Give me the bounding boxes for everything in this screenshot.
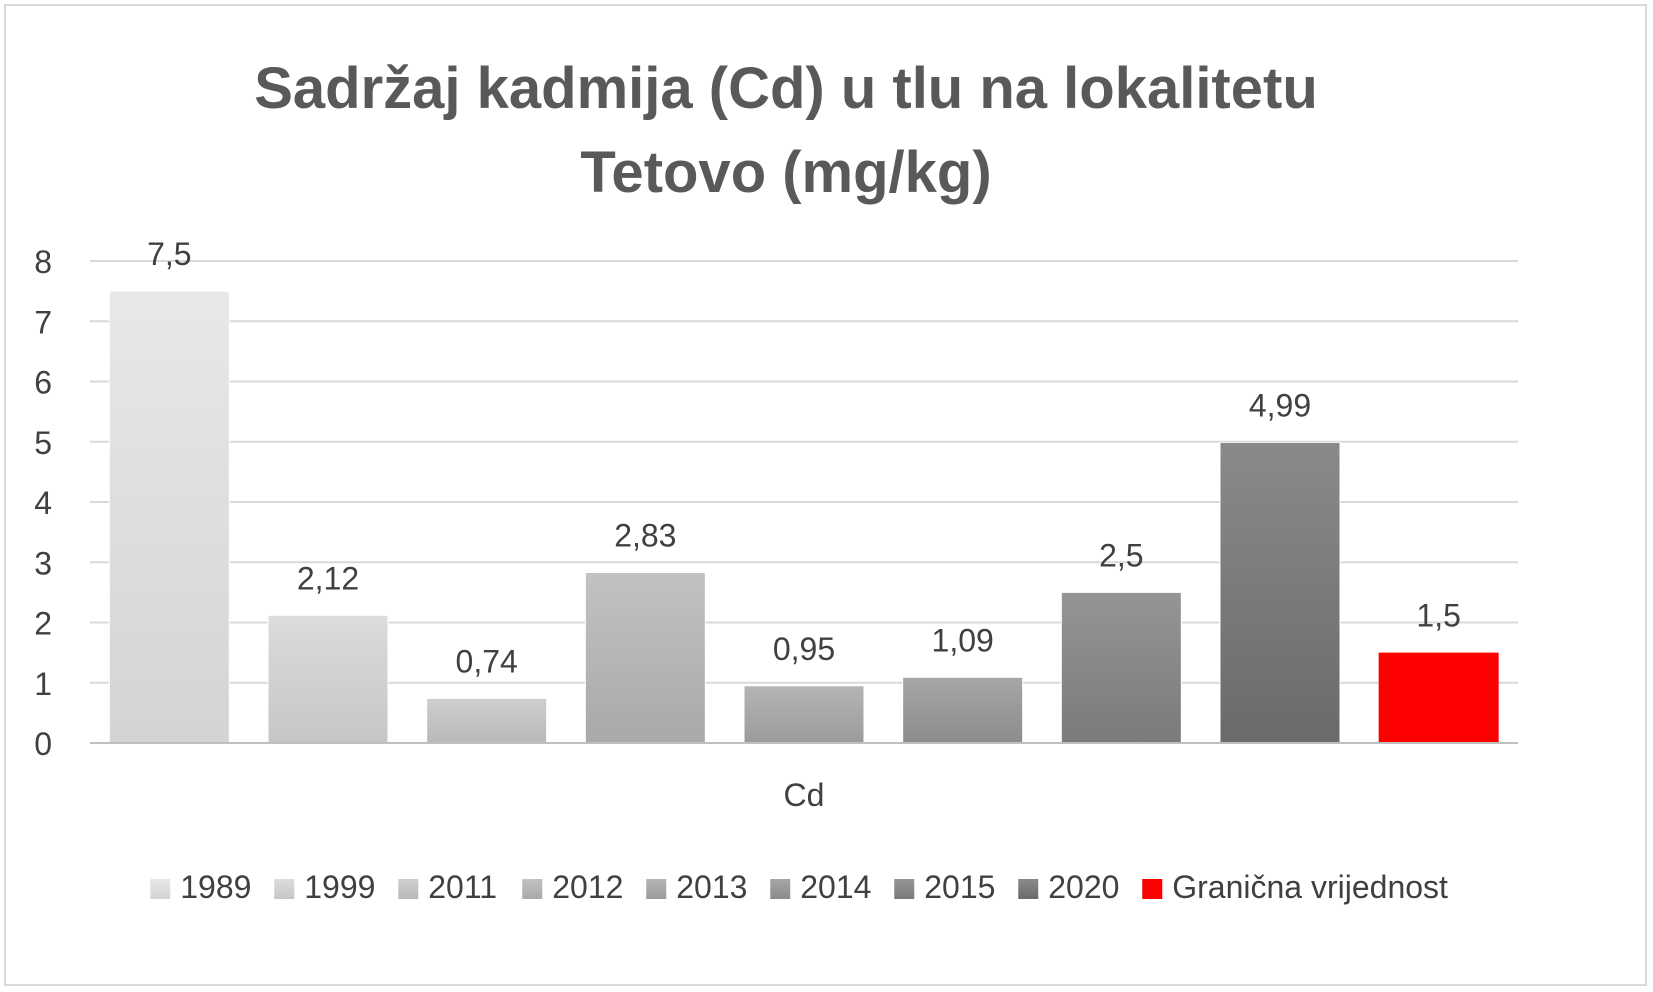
data-label: 1,5 [1416,598,1460,634]
legend-label: 2012 [552,869,623,905]
bar-chart: Sadržaj kadmija (Cd) u tlu na lokalitetu… [34,56,1518,905]
legend-label: 2015 [924,869,995,905]
legend-label: 2020 [1048,869,1119,905]
y-tick-label: 4 [34,485,52,521]
bar-1989 [108,290,230,744]
legend-swatch [1142,879,1163,899]
data-label: 4,99 [1249,387,1311,423]
legend-swatch [522,879,543,899]
chart-title-line-1: Sadržaj kadmija (Cd) u tlu na lokalitetu [254,56,1318,121]
data-label: 2,83 [614,517,676,553]
legend-swatch [398,879,419,899]
bar-2013 [743,685,865,744]
data-label: 2,12 [297,560,359,596]
y-axis-ticks: 0 1 2 3 4 5 6 7 8 [34,244,52,762]
data-label: 2,5 [1099,537,1143,573]
legend-label: 1999 [304,869,375,905]
bar-2020 [1219,441,1341,744]
data-label: 1,09 [932,622,994,658]
y-tick-label: 8 [34,244,52,280]
legend-label: Granična vrijednost [1172,869,1448,905]
bars [108,290,1499,744]
data-label: 0,95 [773,631,835,667]
legend-swatch [274,879,295,899]
chart-frame: Sadržaj kadmija (Cd) u tlu na lokalitetu… [4,4,1647,986]
legend-swatch [646,879,667,899]
bar-2015 [1060,591,1182,744]
x-category-label: Cd [784,777,825,813]
legend-swatch [150,879,171,899]
legend-label: 1989 [180,869,251,905]
y-tick-label: 2 [34,606,52,642]
bar-2014 [902,676,1024,744]
legend-swatch [894,879,915,899]
y-tick-label: 5 [34,425,52,461]
legend: 1989 1999 2011 2012 2013 2014 2015 2020 Granična… [150,869,1448,905]
data-label: 0,74 [456,643,518,679]
y-tick-label: 3 [34,545,52,581]
bar-1999 [267,614,389,744]
bar-2011 [426,697,548,744]
legend-swatch [1018,879,1039,899]
y-tick-label: 1 [34,666,52,702]
chart-title: Sadržaj kadmija (Cd) u tlu na lokalitetu… [254,56,1318,205]
legend-label: 2011 [428,869,497,905]
bar-2012 [584,571,706,744]
y-tick-label: 0 [34,726,52,762]
data-labels: 7,5 2,12 0,74 2,83 0,95 1,09 2,5 4,99 1,5 [147,236,1461,679]
legend-label: 2014 [800,869,871,905]
y-tick-label: 6 [34,365,52,401]
legend-label: 2013 [676,869,747,905]
legend-swatch [770,879,791,899]
bar-grani-na-vrijednost [1378,652,1499,743]
chart-title-line-2: Tetovo (mg/kg) [580,140,991,205]
data-label: 7,5 [147,236,191,272]
y-tick-label: 7 [34,304,52,340]
